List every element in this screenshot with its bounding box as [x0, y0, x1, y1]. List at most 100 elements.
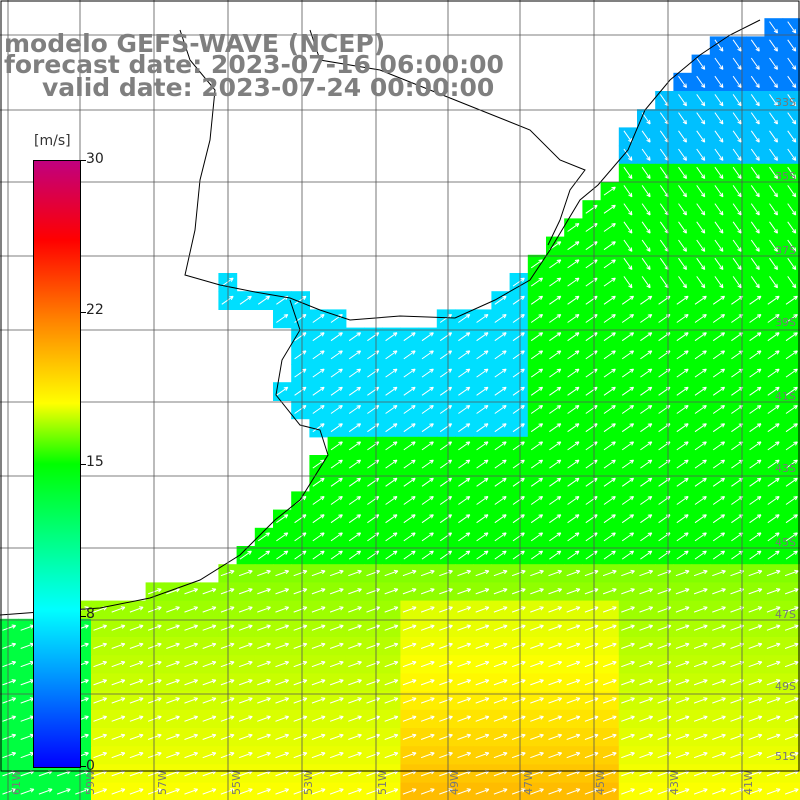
wind-arrow — [293, 679, 308, 686]
wind-arrow — [530, 405, 544, 414]
wind-arrow — [348, 368, 362, 378]
wind-arrow — [530, 459, 544, 469]
wind-arrow — [493, 733, 508, 740]
wind-arrow — [676, 350, 689, 360]
wind-arrow — [457, 642, 472, 649]
wind-arrow — [749, 332, 762, 342]
wind-arrow — [732, 185, 742, 198]
wind-arrow — [512, 295, 525, 305]
wind-arrow — [458, 368, 471, 378]
wind-arrow — [548, 606, 563, 613]
wind-arrow — [475, 642, 490, 649]
wind-arrow — [530, 550, 544, 560]
wind-arrow — [493, 660, 508, 668]
wind-arrow — [748, 715, 763, 722]
wind-arrow — [787, 39, 797, 52]
wind-arrow — [641, 185, 651, 198]
wind-arrow — [549, 259, 562, 269]
wind-arrow — [457, 569, 472, 577]
wind-arrow — [257, 295, 271, 305]
lon-label: 51W — [376, 770, 389, 795]
wind-arrow — [712, 642, 726, 649]
wind-arrow — [639, 715, 654, 722]
map-title-model: modelo GEFS-WAVE (NCEP) — [4, 29, 386, 58]
wind-arrow — [329, 624, 344, 631]
wind-arrow — [238, 679, 253, 686]
wind-arrow — [402, 679, 417, 686]
wind-arrow — [603, 477, 616, 487]
wind-arrow — [566, 697, 581, 704]
wind-arrow — [311, 660, 326, 668]
wind-arrow — [678, 112, 687, 125]
wind-arrow — [784, 733, 799, 740]
wind-arrow — [293, 715, 308, 722]
wind-arrow — [714, 94, 724, 107]
wind-arrow — [641, 221, 651, 234]
wind-arrow — [640, 477, 653, 487]
wind-arrow — [641, 257, 651, 271]
wind-arrow — [439, 679, 453, 686]
wind-arrow — [750, 276, 760, 289]
wind-arrow — [693, 715, 708, 722]
wind-arrow — [584, 697, 599, 704]
wind-arrow — [675, 569, 690, 577]
wind-arrow — [530, 733, 544, 740]
wind-arrow — [293, 642, 308, 649]
wind-arrow — [657, 733, 672, 740]
wind-arrow — [275, 660, 290, 668]
wind-arrow — [640, 550, 653, 560]
wind-arrow — [220, 588, 235, 595]
wind-arrow — [769, 75, 778, 89]
wind-arrow — [330, 405, 343, 414]
wind-arrow — [311, 751, 326, 759]
wind-arrow — [530, 532, 544, 542]
wind-arrow — [749, 405, 762, 414]
wind-arrow — [147, 660, 162, 668]
wind-arrow — [511, 569, 526, 577]
wind-arrow — [549, 368, 562, 378]
wind-arrow — [458, 405, 471, 414]
wind-arrow — [621, 715, 635, 722]
wind-arrow — [494, 314, 507, 323]
wind-arrow — [750, 39, 760, 52]
wind-arrow — [348, 532, 362, 542]
wind-arrow — [129, 751, 144, 759]
wind-arrow — [402, 733, 417, 740]
wind-arrow — [329, 697, 344, 704]
wind-arrow — [166, 679, 180, 686]
wind-arrow — [623, 257, 633, 271]
wind-arrow — [549, 314, 562, 323]
wind-arrow — [566, 660, 581, 668]
wind-arrow — [749, 295, 762, 305]
wind-arrow — [639, 624, 654, 631]
wind-arrow — [257, 588, 271, 595]
wind-arrow — [784, 660, 799, 668]
wind-arrow — [693, 588, 708, 595]
wind-arrow — [639, 642, 654, 649]
wind-arrow — [202, 715, 217, 722]
wind-arrow — [129, 697, 144, 704]
wind-arrow — [712, 660, 726, 668]
wind-arrow — [421, 423, 434, 433]
wind-arrow — [476, 550, 489, 560]
lon-label: 49W — [448, 770, 461, 795]
wind-arrow — [93, 751, 108, 759]
wind-arrow — [750, 94, 760, 107]
wind-arrow — [129, 606, 144, 613]
wind-arrow — [750, 75, 760, 89]
wind-arrow — [712, 314, 726, 323]
wind-arrow — [621, 624, 635, 631]
wind-arrow — [257, 642, 271, 649]
wind-arrow — [602, 624, 617, 631]
wind-arrow — [275, 715, 290, 722]
wind-arrow — [603, 332, 616, 342]
wind-arrow — [511, 697, 526, 704]
wind-arrow — [494, 350, 507, 360]
wind-arrow — [511, 751, 526, 759]
wind-arrow — [511, 660, 526, 668]
wind-arrow — [678, 130, 687, 143]
wind-arrow — [787, 185, 797, 198]
wind-arrow — [312, 477, 325, 487]
wind-arrow — [311, 733, 326, 740]
wind-arrow — [676, 514, 689, 524]
